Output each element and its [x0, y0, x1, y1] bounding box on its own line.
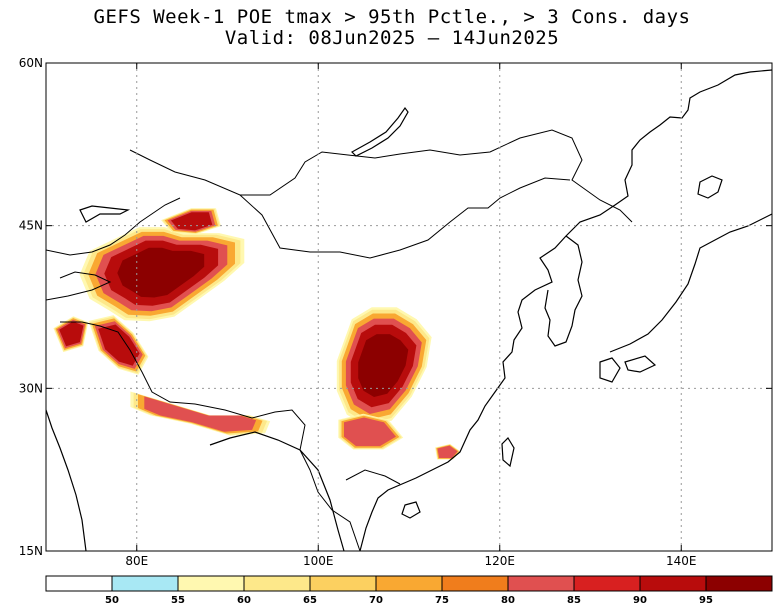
- poe-band-90: [59, 321, 84, 347]
- region-dzungaria: [161, 208, 221, 235]
- region-hindu-kush: [53, 316, 89, 353]
- poe-band-80: [437, 445, 458, 458]
- colorbar-label: 60: [237, 595, 251, 606]
- poe-band-95: [117, 247, 205, 298]
- honshu-coastline: [609, 213, 772, 353]
- poe-band-80: [144, 396, 257, 432]
- colorbar-swatch: [177, 575, 245, 592]
- colorbar-swatch: [639, 575, 707, 592]
- colorbar-label: 95: [699, 595, 713, 606]
- lake-baikal: [351, 106, 409, 157]
- poe-band-90: [98, 324, 140, 366]
- colorbar-swatch: [441, 575, 509, 592]
- mongolia-china-border: [239, 177, 571, 259]
- myanmar-laos-border: [299, 449, 361, 551]
- poe-band-80: [344, 417, 396, 447]
- lon-tick-label: 140E: [666, 554, 697, 568]
- poe-shading: [53, 208, 461, 460]
- mainland-coastline: [359, 69, 772, 551]
- kyrgyz-tajik-border: [46, 271, 112, 301]
- kyushu-coastline: [599, 357, 621, 383]
- region-northwest-india: [88, 315, 149, 375]
- colorbar-swatch: [309, 575, 377, 592]
- country-borders: [46, 129, 633, 551]
- map-frame: [45, 62, 773, 552]
- colorbar-label: 90: [633, 595, 647, 606]
- colorbar-swatch: [507, 575, 575, 592]
- region-tarim-basin: [79, 227, 245, 322]
- hokkaido-coastline: [697, 175, 723, 199]
- lake-balkhash: [79, 205, 131, 223]
- poe-band-90: [170, 212, 213, 231]
- lat-tick-label: 45N: [19, 219, 43, 233]
- colorbar-swatch: [111, 575, 179, 592]
- central-asia-border: [46, 197, 181, 256]
- taiwan-coastline: [501, 437, 515, 468]
- colorbar-label: 75: [435, 595, 449, 606]
- poe-band-95: [358, 334, 409, 397]
- graticule: [46, 63, 772, 551]
- region-sichuan-basin: [336, 307, 432, 427]
- lon-tick-label: 100E: [303, 554, 334, 568]
- colorbar-swatch: [243, 575, 311, 592]
- region-nepal-belt: [130, 391, 271, 436]
- colorbar-label: 55: [171, 595, 185, 606]
- colorbar-swatch: [45, 575, 113, 592]
- lon-tick-label: 80E: [125, 554, 148, 568]
- korea-coastline: [544, 235, 583, 347]
- map-title: GEFS Week-1 POE tmax > 95th Pctle., > 3 …: [93, 6, 691, 28]
- vietnam-border: [345, 469, 401, 485]
- region-south-china-coast: [435, 444, 461, 460]
- indian-coastline: [46, 409, 87, 551]
- colorbar-label: 85: [567, 595, 581, 606]
- colorbar-swatch: [573, 575, 641, 592]
- colorbar-swatch: [375, 575, 443, 592]
- axes: 80E 100E 120E 140E 15N 30N 45N 60N: [19, 56, 772, 568]
- himalaya-border: [60, 321, 306, 451]
- colorbar-label: 80: [501, 595, 515, 606]
- map-subtitle: Valid: 08Jun2025 — 14Jun2025: [224, 27, 560, 49]
- lat-tick-label: 30N: [19, 381, 43, 395]
- lon-tick-label: 120E: [485, 554, 516, 568]
- colorbar-label: 65: [303, 595, 317, 606]
- colorbar-swatch: [705, 575, 773, 592]
- colorbar: 50 55 60 65 70 75 80 85 90 95: [45, 575, 773, 606]
- russia-china-mongolia-border: [129, 129, 633, 223]
- colorbar-label: 50: [105, 595, 119, 606]
- lat-tick-label: 15N: [19, 544, 43, 558]
- region-yunnan-guizhou: [338, 413, 404, 450]
- colorbar-label: 70: [369, 595, 383, 606]
- bay-of-bengal-coastline: [209, 431, 345, 551]
- hainan-coastline: [401, 501, 421, 519]
- lat-tick-label: 60N: [19, 56, 43, 70]
- shikoku-coastline: [624, 355, 657, 373]
